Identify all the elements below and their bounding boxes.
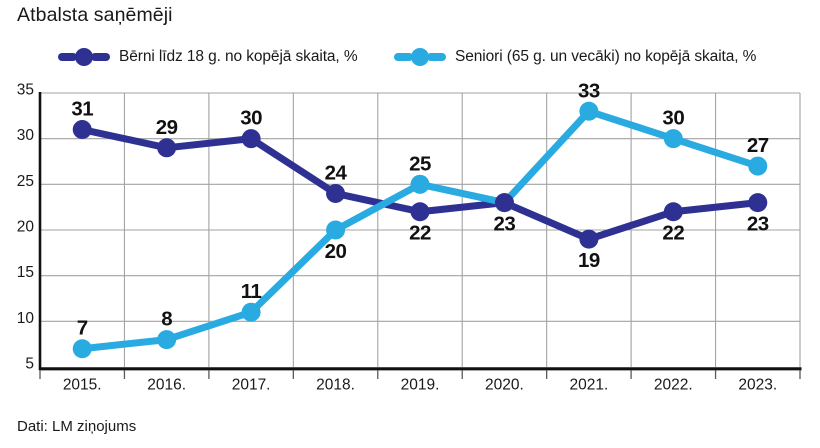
data-point-1 [410,174,430,194]
data-point-1 [748,156,768,176]
data-point-1 [579,101,599,121]
data-point-0 [72,120,92,140]
data-label-1: 8 [161,308,172,331]
line-dot-marker-icon [58,48,110,66]
data-label-0: 22 [409,222,431,245]
legend: Bērni līdz 18 g. no kopējā skaita, % Sen… [0,47,820,67]
x-axis-tick-label: 2015. [63,377,102,394]
data-label-1: 30 [662,107,684,130]
data-label-0: 24 [325,161,348,184]
data-label-1: 25 [409,152,431,175]
data-label-0: 30 [240,107,262,130]
data-point-0 [410,202,430,222]
y-axis-tick-label: 5 [25,356,34,373]
data-label-0: 19 [578,249,600,272]
data-label-0: 22 [662,222,684,245]
x-axis-tick-label: 2023. [738,377,777,394]
data-point-0 [748,193,768,213]
source-note: Dati: LM ziņojums [17,418,137,435]
data-point-1 [157,330,177,350]
data-label-0: 23 [494,213,516,236]
data-label-1: 33 [578,79,600,102]
y-axis-tick-label: 30 [17,127,35,144]
line-dot-marker-icon [394,48,446,66]
legend-item-berni: Bērni līdz 18 g. no kopējā skaita, % [57,47,358,67]
y-axis-tick-label: 25 [17,173,34,190]
x-axis-tick-label: 2017. [232,377,271,394]
y-axis-tick-label: 35 [17,82,34,99]
data-point-1 [326,220,346,240]
data-point-0 [241,129,261,149]
y-axis-tick-label: 20 [17,219,35,236]
x-axis-tick-label: 2018. [316,377,355,394]
data-point-0 [579,229,599,249]
data-point-0 [494,193,514,213]
data-point-0 [663,202,683,222]
data-label-1: 7 [77,317,88,340]
data-point-0 [157,138,177,158]
legend-item-seniori: Seniori (65 g. un vecāki) no kopējā skai… [393,47,756,67]
legend-label-seniori: Seniori (65 g. un vecāki) no kopējā skai… [455,48,757,65]
data-label-1: 27 [747,134,769,157]
x-axis-tick-label: 2020. [485,377,524,394]
data-label-0: 31 [71,98,93,121]
x-axis-tick-label: 2022. [654,377,693,394]
legend-label-berni: Bērni līdz 18 g. no kopējā skaita, % [119,48,358,65]
x-axis-tick-label: 2016. [147,377,186,394]
data-label-1: 20 [325,240,347,263]
data-point-1 [241,302,261,322]
y-axis-tick-label: 10 [17,310,35,327]
data-point-0 [326,183,346,203]
chart-title: Atbalsta saņēmēji [17,4,173,26]
data-label-0: 29 [156,116,178,139]
y-axis-tick-label: 15 [17,264,34,281]
data-point-1 [72,339,92,359]
x-axis-tick-label: 2021. [569,377,608,394]
data-label-1: 11 [241,280,262,303]
x-axis-tick-label: 2019. [401,377,440,394]
data-point-1 [663,129,683,149]
data-label-0: 23 [747,213,769,236]
